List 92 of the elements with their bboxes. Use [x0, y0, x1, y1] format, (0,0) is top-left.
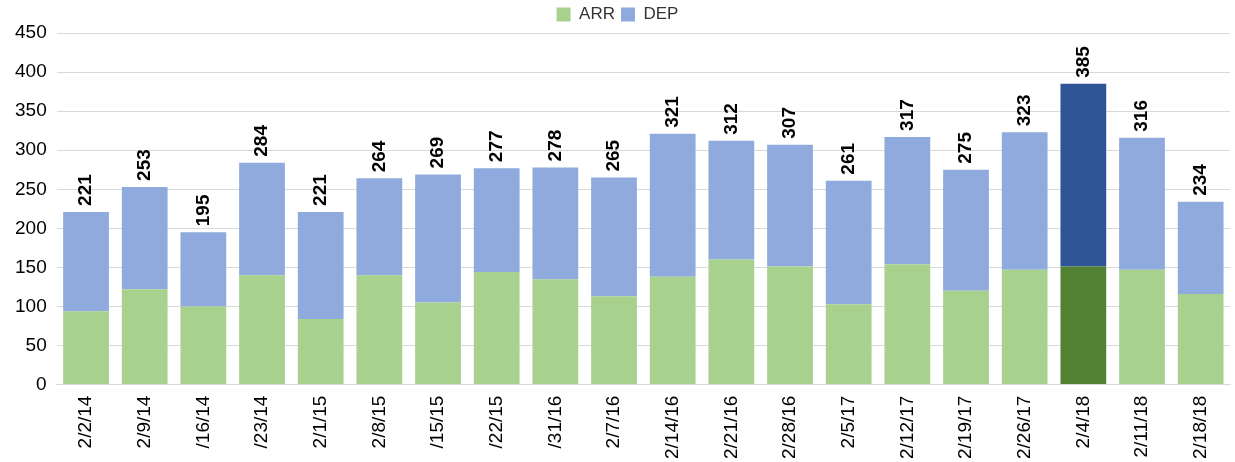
total-label: 307	[778, 107, 800, 139]
x-tick-label: 2/28/16	[778, 395, 800, 460]
x-tick-label: 2/8/15	[367, 395, 389, 449]
bar	[1060, 266, 1107, 385]
bar	[415, 302, 461, 385]
bar	[415, 174, 461, 303]
total-label: 253	[132, 149, 154, 181]
y-tick-label: 200	[15, 216, 47, 238]
total-label: 195	[191, 194, 213, 227]
bar	[532, 167, 579, 280]
bar	[180, 232, 227, 307]
bar	[1177, 201, 1224, 294]
bar	[649, 276, 696, 385]
bar	[1119, 137, 1165, 270]
total-label: 277	[484, 130, 506, 163]
x-tick-label: /22/15	[484, 395, 506, 449]
total-label: 323	[1012, 94, 1034, 127]
x-tick-label: /23/14	[250, 395, 272, 449]
x-tick-label: 2/7/16	[602, 395, 624, 449]
total-label: 269	[426, 136, 448, 169]
bar	[1001, 269, 1048, 385]
x-tick-label: 2/18/18	[1188, 395, 1210, 460]
bar	[884, 264, 931, 385]
total-label: 316	[1130, 100, 1152, 132]
bar	[356, 275, 403, 385]
y-tick-label: 150	[15, 255, 47, 277]
bar	[884, 136, 931, 265]
legend-label: DEP	[643, 4, 679, 24]
y-tick-label: 0	[36, 372, 47, 394]
bar	[591, 177, 637, 297]
x-tick-label: 2/14/16	[660, 395, 682, 460]
bar	[63, 211, 109, 312]
bar	[943, 290, 989, 385]
total-label: 312	[719, 103, 741, 135]
total-label: 261	[836, 142, 858, 175]
bar	[297, 318, 344, 385]
total-label: 275	[954, 131, 976, 164]
bar	[1001, 132, 1048, 270]
x-tick-label: 2/11/18	[1130, 395, 1152, 458]
y-tick-label: 300	[15, 138, 47, 160]
x-tick-label: 2/2/14	[74, 395, 96, 449]
total-label: 317	[895, 99, 917, 131]
total-label: 321	[660, 95, 682, 128]
bar	[825, 304, 872, 385]
bar	[63, 311, 109, 385]
y-tick-label: 50	[25, 333, 47, 355]
bar	[825, 180, 872, 305]
y-tick-label: 250	[15, 177, 47, 199]
total-label: 234	[1188, 163, 1210, 196]
bar	[239, 162, 285, 276]
bar	[532, 279, 579, 385]
bar	[1177, 293, 1224, 385]
total-label: 265	[602, 139, 624, 172]
x-tick-label: /31/16	[543, 395, 565, 449]
x-tick-label: 2/19/17	[954, 395, 976, 460]
bar	[767, 144, 813, 267]
bar	[473, 272, 520, 385]
x-tick-label: /16/14	[191, 395, 213, 449]
y-tick-label: 100	[15, 294, 47, 316]
x-tick-label: 2/26/17	[1012, 395, 1034, 460]
bar	[767, 266, 813, 385]
bar	[180, 306, 227, 385]
x-tick-label: 2/9/14	[132, 395, 154, 449]
y-tick-label: 450	[15, 21, 47, 43]
y-tick-label: 350	[15, 99, 47, 121]
bar	[708, 140, 755, 260]
total-label: 264	[367, 140, 389, 173]
total-label: 278	[543, 129, 565, 162]
x-tick-label: 2/21/16	[719, 395, 741, 460]
bar	[1060, 83, 1107, 267]
total-label: 221	[74, 173, 96, 206]
total-label: 284	[250, 124, 272, 157]
bar	[473, 168, 520, 273]
bar	[1119, 269, 1165, 385]
bar	[297, 211, 344, 319]
bar	[239, 275, 285, 385]
total-label: 385	[1071, 45, 1093, 78]
bar	[708, 259, 755, 385]
bar	[649, 133, 696, 277]
bar	[121, 186, 168, 290]
bar	[591, 296, 637, 385]
x-tick-label: 2/4/18	[1071, 395, 1093, 449]
x-tick-label: 2/1/15	[308, 395, 330, 449]
bar	[943, 169, 989, 291]
bar	[121, 289, 168, 385]
total-label: 221	[308, 173, 330, 206]
legend-label: ARR	[579, 4, 615, 24]
y-tick-label: 400	[15, 60, 47, 82]
x-tick-label: 2/12/17	[895, 395, 917, 460]
x-tick-label: 2/5/17	[836, 395, 858, 449]
bar	[356, 178, 403, 276]
x-tick-label: /15/15	[426, 395, 448, 449]
